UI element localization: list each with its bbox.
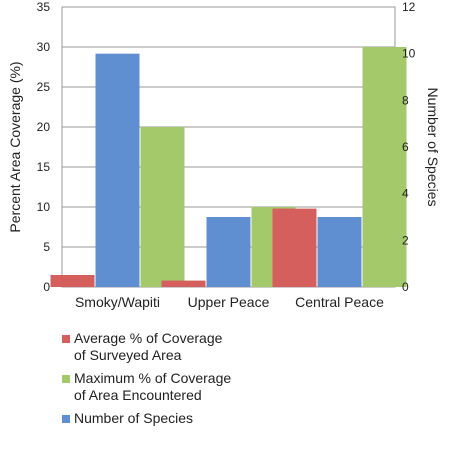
y2-tick-label: 2 (402, 233, 409, 247)
bar (161, 280, 206, 287)
y2-tick-label: 8 (402, 93, 409, 107)
category-labels: Smoky/Wapiti Upper Peace Central Peace (75, 294, 384, 310)
x-tick-label: Smoky/Wapiti (75, 294, 160, 310)
y-tick-label: 25 (37, 80, 51, 94)
y-tick-label: 35 (37, 0, 51, 14)
legend-swatch (62, 335, 70, 343)
y2-tick-label: 0 (402, 280, 409, 294)
legend: Average % of Coverage of Surveyed Area M… (62, 330, 262, 433)
bar (206, 217, 251, 287)
y-tick-label: 0 (43, 280, 50, 294)
x-tick-label: Upper Peace (188, 294, 270, 310)
legend-label: Average % of Coverage of Surveyed Area (74, 330, 223, 363)
y2-tick-label: 6 (402, 140, 409, 154)
bars (50, 47, 407, 287)
bar (272, 208, 317, 287)
y-tick-label: 5 (43, 240, 50, 254)
bar-chart: 0 5 10 15 20 25 30 35 0 2 4 6 8 10 12 Smoky/Wapiti Uppe… (7, 0, 441, 310)
bar (317, 217, 362, 287)
y-tick-label: 15 (37, 160, 51, 174)
y2-axis-title: Number of Species (425, 87, 441, 206)
ticks: 0 5 10 15 20 25 30 35 0 2 4 6 8 10 12 (37, 0, 416, 294)
y2-tick-label: 10 (402, 47, 416, 61)
bar (362, 47, 407, 287)
y-tick-label: 20 (37, 120, 51, 134)
bar (140, 127, 185, 287)
bar (95, 53, 140, 287)
x-tick-label: Central Peace (295, 294, 384, 310)
y-tick-label: 10 (37, 200, 51, 214)
legend-swatch (62, 415, 70, 423)
legend-item: Average % of Coverage of Surveyed Area (62, 330, 262, 364)
legend-item: Maximum % of Coverage of Area Encountere… (62, 370, 262, 404)
legend-label: Number of Species (74, 410, 194, 426)
y-tick-label: 30 (37, 40, 51, 54)
legend-swatch (62, 375, 70, 383)
y2-tick-label: 4 (402, 187, 409, 201)
y2-tick-label: 12 (402, 0, 416, 14)
y-axis-title: Percent Area Coverage (%) (7, 61, 23, 232)
legend-item: Number of Species (62, 410, 262, 427)
bar (50, 275, 95, 287)
legend-label: Maximum % of Coverage of Area Encountere… (74, 370, 232, 403)
